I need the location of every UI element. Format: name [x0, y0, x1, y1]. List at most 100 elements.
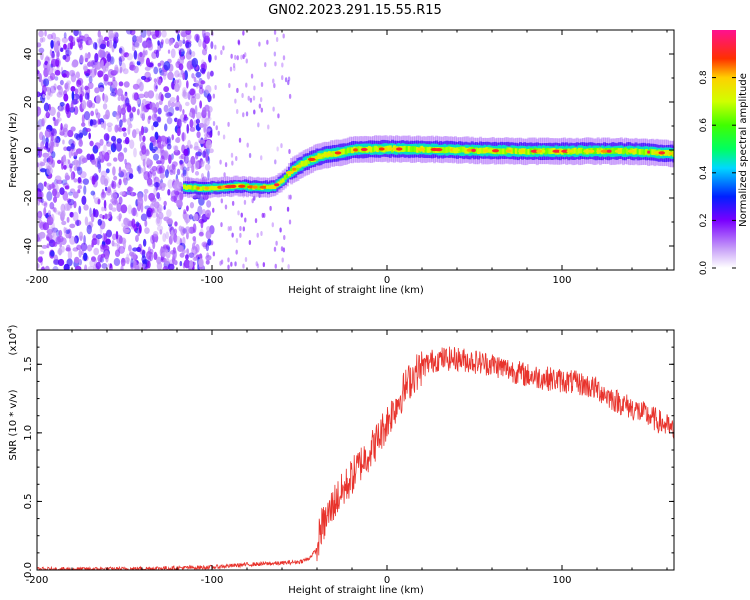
spectrogram-speck [165, 231, 169, 240]
spectrogram-speck [43, 157, 48, 163]
spectrogram-speck [41, 118, 45, 127]
spectrogram-speck [100, 59, 104, 70]
spectrogram-speck [207, 95, 213, 102]
spectrogram-speck [119, 191, 126, 196]
spectrogram-speck [68, 35, 74, 42]
spectrogram-speck [246, 142, 249, 148]
spectrogram-speck [37, 162, 40, 168]
spectrogram-speck [123, 147, 128, 153]
spectrogram-speck [65, 184, 70, 190]
spectrogram-speck [123, 52, 130, 58]
spectrogram-speck [167, 217, 173, 226]
spectrogram-speck [277, 113, 280, 119]
ridge-peak [196, 186, 200, 190]
spectrogram-speck [156, 212, 159, 218]
spectrogram-speck [70, 143, 75, 150]
spectrogram-speck [215, 125, 218, 131]
spectrogram-speck [70, 102, 74, 112]
spectrogram-speck [124, 158, 127, 165]
spectrogram-speck [81, 195, 87, 206]
spectrogram-speck [260, 107, 264, 113]
spectrogram-speck [40, 266, 45, 270]
spectrogram-speck [131, 207, 138, 217]
spectrogram-speck [137, 164, 142, 175]
spectrogram-speck [101, 206, 105, 212]
spectrogram-speck [159, 229, 163, 235]
spectrogram-speck [155, 85, 158, 90]
spectrogram-speck [136, 60, 141, 66]
spectrogram-speck [142, 259, 148, 265]
spectrogram-speck [74, 256, 80, 264]
ridge-peak [466, 148, 472, 152]
ridge-cell [638, 148, 642, 155]
ridge-cell [201, 185, 205, 191]
spectrogram-speck [256, 232, 259, 238]
spectrogram-speck [198, 258, 204, 268]
ridge-cell [405, 146, 409, 152]
spectrogram-speck [70, 85, 76, 92]
spectrogram-speck [105, 168, 110, 174]
spectrogram-speck [38, 30, 44, 38]
ridge-cell [477, 148, 480, 154]
snr-series-line-0 [37, 346, 674, 570]
spectrogram-speck [157, 78, 162, 86]
spectrogram-speck [197, 38, 202, 48]
spectrogram-speck [103, 133, 110, 141]
spectrogram-speck [53, 43, 59, 53]
ridge-cell [525, 148, 529, 155]
spectrogram-speck [46, 147, 50, 152]
spectrogram-speck [115, 110, 120, 116]
ridge-peak [505, 149, 512, 153]
spectrogram-speck [106, 53, 112, 63]
spectrogram-speck [120, 49, 126, 57]
spectrogram-speck [90, 190, 96, 196]
spectrogram-speck [106, 229, 113, 238]
spectrogram-speck [188, 112, 193, 117]
spectrogram-speck [152, 231, 159, 237]
spectrogram-speck [155, 93, 160, 101]
spectrogram-speck [80, 242, 88, 252]
spectrogram-speck [147, 90, 155, 99]
ridge-cell [214, 185, 218, 191]
spectrogram-speck [193, 76, 197, 83]
snr-y-ticks: 0.0 0.5 1.0 1.5 [23, 329, 674, 578]
spectrogram-speck [286, 206, 290, 212]
spectrogram-speck [52, 188, 58, 197]
spectrogram-speck [114, 249, 121, 257]
ridge-cell [621, 148, 625, 155]
spectrogram-speck [186, 167, 190, 172]
spectrogram-speck [130, 190, 134, 197]
ridge-peak [536, 149, 543, 153]
spectrogram-speck [104, 95, 109, 103]
spectrogram-speck [99, 213, 103, 219]
ridge-cell [348, 147, 352, 153]
spectrogram-speck [182, 228, 187, 234]
spectrogram-speck [104, 186, 108, 192]
spectrogram-speck [253, 85, 256, 91]
spectrogram-speck [244, 256, 248, 262]
spectrogram-speck [198, 231, 204, 237]
spectrogram-speck [83, 234, 86, 245]
spectrogram-speck [115, 113, 121, 120]
spectrogram-speck [142, 238, 147, 247]
ridge-cell [624, 147, 627, 154]
spectrogram-speck [288, 219, 292, 225]
spectrogram-speck [136, 246, 142, 253]
spectrogram-speck [37, 212, 41, 219]
spectrogram-speck [151, 113, 158, 122]
ridge-peak [259, 185, 268, 189]
spectrogram-speck [238, 137, 242, 143]
spectrogram-speck [37, 70, 40, 75]
ridge-peak [251, 185, 258, 189]
spectrogram-speck [59, 79, 64, 86]
spectrogram-speck [137, 167, 144, 174]
spectrogram-speck [227, 121, 230, 127]
spectrogram-speck [131, 129, 137, 139]
spectrogram-speck [156, 216, 161, 224]
spectrogram-speck [183, 154, 189, 164]
spectrogram-speck [178, 39, 183, 47]
spectrogram-speck [173, 228, 178, 235]
spectrogram-speck [169, 250, 177, 255]
spectrogram-speck [274, 159, 277, 165]
spectrogram-speck [87, 82, 94, 90]
